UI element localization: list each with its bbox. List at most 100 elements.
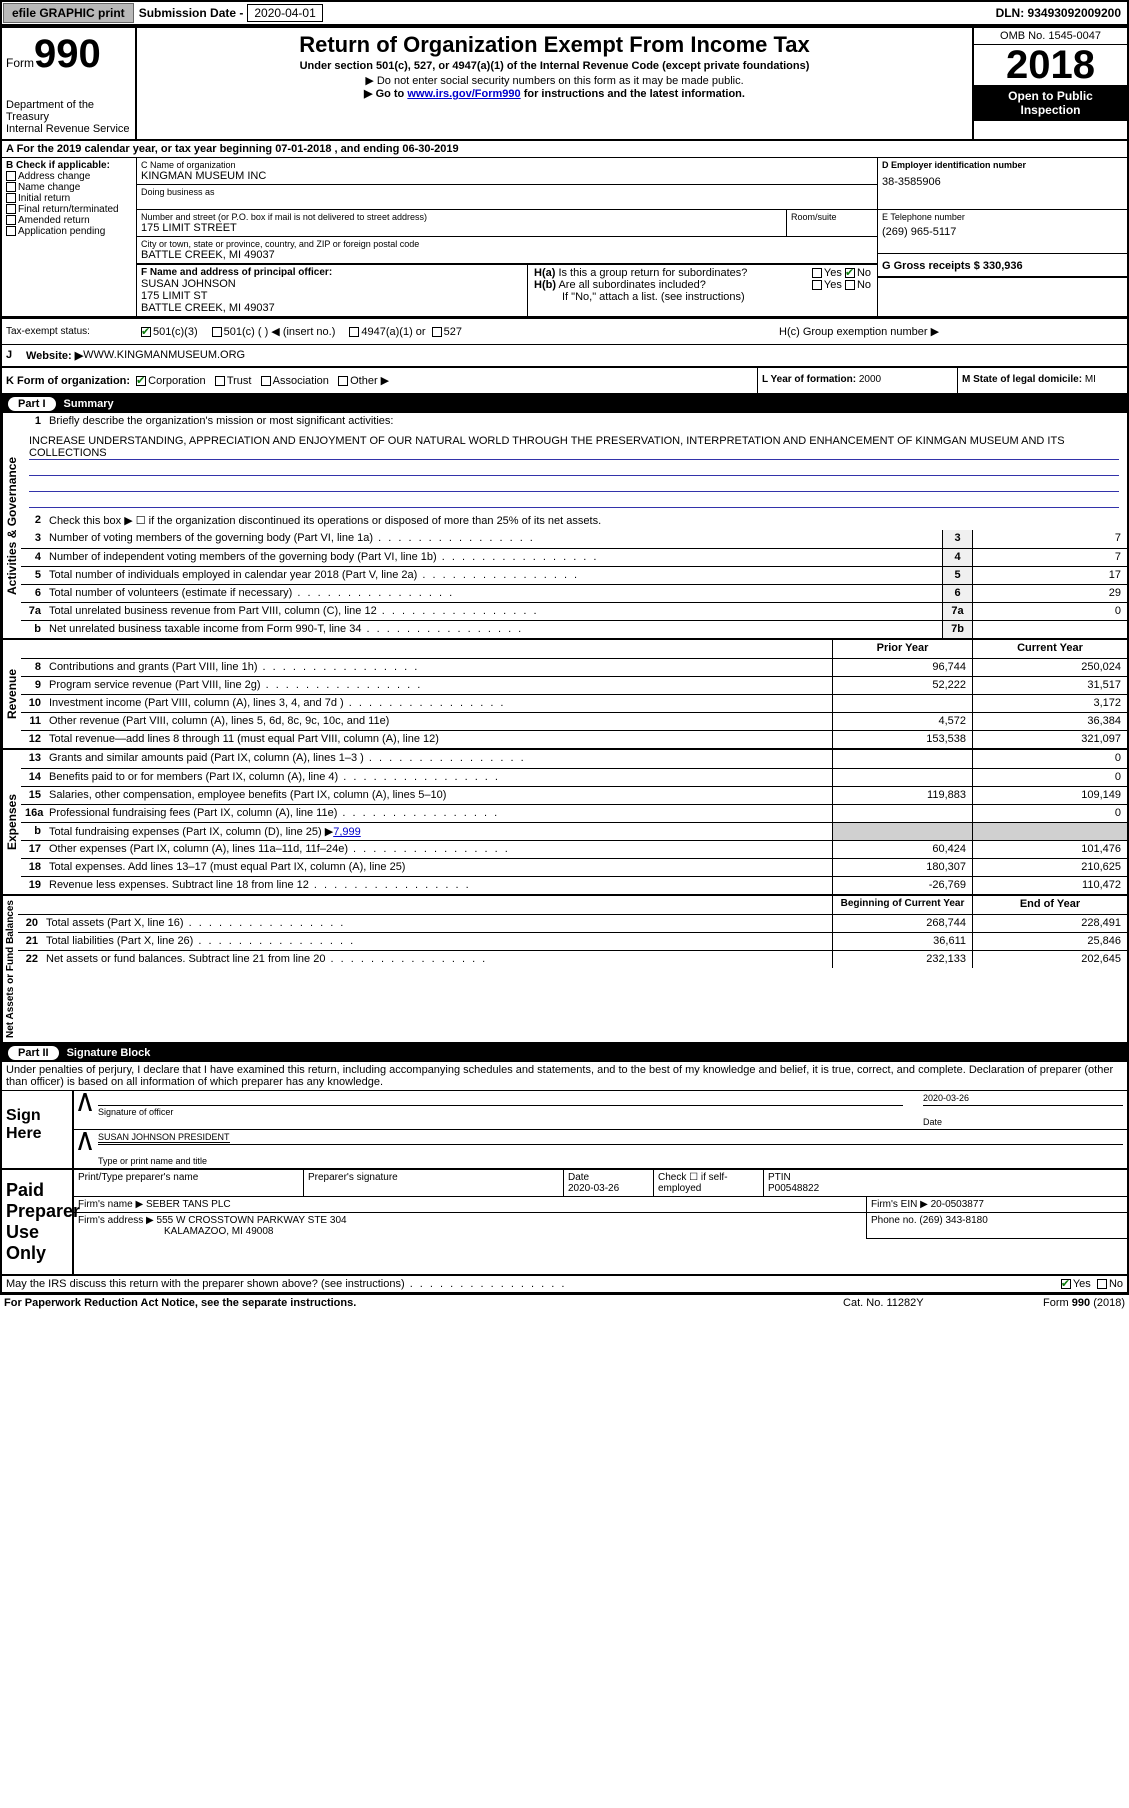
discuss-with-preparer: May the IRS discuss this return with the… xyxy=(6,1278,1061,1290)
discuss-no-checkbox[interactable] xyxy=(1097,1279,1107,1289)
city-value: BATTLE CREEK, MI 49037 xyxy=(141,249,873,261)
ptin-value: P00548822 xyxy=(768,1183,819,1194)
firm-address-1: 555 W CROSSTOWN PARKWAY STE 304 xyxy=(157,1215,347,1226)
other-checkbox[interactable] xyxy=(338,376,348,386)
irs-link[interactable]: www.irs.gov/Form990 xyxy=(407,88,520,100)
fundraising-link[interactable]: 7,999 xyxy=(333,826,361,838)
efile-print-button[interactable]: efile GRAPHIC print xyxy=(3,3,134,23)
open-to-public: Open to Public Inspection xyxy=(974,85,1127,121)
hb-no-checkbox[interactable] xyxy=(845,280,855,290)
end-year-header: End of Year xyxy=(972,896,1127,914)
firm-address-2: KALAMAZOO, MI 49008 xyxy=(78,1226,274,1237)
discuss-yes-checkbox[interactable] xyxy=(1061,1279,1071,1289)
ha-no-checkbox[interactable] xyxy=(845,268,855,278)
sign-here-label: Sign Here xyxy=(2,1091,72,1168)
form-990: Form990 Department of the Treasury Inter… xyxy=(0,26,1129,1295)
501c3-checkbox[interactable] xyxy=(141,327,151,337)
amended-return-checkbox[interactable] xyxy=(6,215,16,225)
signature-date-line: 2020-03-26Date xyxy=(923,1105,1123,1127)
tax-year: 2018 xyxy=(974,45,1127,85)
phone-value: (269) 965-5117 xyxy=(882,222,1123,238)
begin-year-header: Beginning of Current Year xyxy=(832,896,972,914)
cat-number: Cat. No. 11282Y xyxy=(843,1297,1043,1309)
initial-return-checkbox[interactable] xyxy=(6,193,16,203)
current-year-header: Current Year xyxy=(972,640,1127,658)
form-footer: Form 990 (2018) xyxy=(1043,1297,1125,1309)
q7a: Total unrelated business revenue from Pa… xyxy=(45,603,942,620)
4947-checkbox[interactable] xyxy=(349,327,359,337)
dln: DLN: 93493092009200 xyxy=(990,6,1127,20)
hc-group-exemption: H(c) Group exemption number ▶ xyxy=(773,323,1123,340)
q8: Contributions and grants (Part VIII, lin… xyxy=(45,659,832,676)
room-label: Room/suite xyxy=(791,212,873,222)
dba-label: Doing business as xyxy=(141,187,873,197)
501c-checkbox[interactable] xyxy=(212,327,222,337)
ha-group-return: H(a) Is this a group return for subordin… xyxy=(534,267,871,279)
hb-yes-checkbox[interactable] xyxy=(812,280,822,290)
website-label: Website: ▶ xyxy=(26,349,83,362)
officer-name: SUSAN JOHNSON xyxy=(141,278,523,290)
trust-checkbox[interactable] xyxy=(215,376,225,386)
website-value[interactable]: WWW.KINGMANMUSEUM.ORG xyxy=(83,349,245,362)
q15: Salaries, other compensation, employee b… xyxy=(45,787,832,804)
527-checkbox[interactable] xyxy=(432,327,442,337)
paperwork-notice: For Paperwork Reduction Act Notice, see … xyxy=(4,1297,843,1309)
part-2-header: Part II Signature Block xyxy=(2,1044,1127,1062)
org-name: KINGMAN MUSEUM INC xyxy=(141,170,873,182)
part-1-header: Part I Summary xyxy=(2,395,1127,413)
vlabel-governance: Activities & Governance xyxy=(2,413,21,638)
q1-mission-label: Briefly describe the organization's miss… xyxy=(45,413,1127,431)
vlabel-net-assets: Net Assets or Fund Balances xyxy=(2,896,18,1042)
q2-discontinued: Check this box ▶ ☐ if the organization d… xyxy=(45,512,1127,530)
firm-ein: 20-0503877 xyxy=(931,1199,984,1210)
q19: Revenue less expenses. Subtract line 18 … xyxy=(45,877,832,894)
q14: Benefits paid to or for members (Part IX… xyxy=(45,769,832,786)
form-title: Return of Organization Exempt From Incom… xyxy=(143,32,966,58)
q6: Total number of volunteers (estimate if … xyxy=(45,585,942,602)
city-label: City or town, state or province, country… xyxy=(141,239,873,249)
preparer-name-label: Print/Type preparer's name xyxy=(74,1170,304,1196)
ha-yes-checkbox[interactable] xyxy=(812,268,822,278)
submission-date-label: Submission Date - xyxy=(135,6,248,20)
q7b: Net unrelated business taxable income fr… xyxy=(45,621,942,638)
prior-year-header: Prior Year xyxy=(832,640,972,658)
box-k: K Form of organization: Corporation Trus… xyxy=(2,368,757,393)
ein-label: D Employer identification number xyxy=(882,160,1123,170)
form-number: 990 xyxy=(34,32,101,76)
submission-date-value: 2020-04-01 xyxy=(247,4,322,22)
preparer-sig-label: Preparer's signature xyxy=(304,1170,564,1196)
q10: Investment income (Part VIII, column (A)… xyxy=(45,695,832,712)
q11: Other revenue (Part VIII, column (A), li… xyxy=(45,713,832,730)
q16b: Total fundraising expenses (Part IX, col… xyxy=(45,823,832,840)
top-bar: efile GRAPHIC print Submission Date - 20… xyxy=(0,0,1129,26)
preparer-date: 2020-03-26 xyxy=(568,1183,619,1194)
association-checkbox[interactable] xyxy=(261,376,271,386)
v7a: 0 xyxy=(972,603,1127,620)
q13: Grants and similar amounts paid (Part IX… xyxy=(45,750,832,768)
v7b xyxy=(972,621,1127,638)
v4: 7 xyxy=(972,549,1127,566)
name-title-line: SUSAN JOHNSON PRESIDENTType or print nam… xyxy=(98,1144,1123,1166)
q22: Net assets or fund balances. Subtract li… xyxy=(42,951,832,968)
q16a: Professional fundraising fees (Part IX, … xyxy=(45,805,832,822)
street-value: 175 LIMIT STREET xyxy=(141,222,782,234)
final-return-checkbox[interactable] xyxy=(6,204,16,214)
name-change-checkbox[interactable] xyxy=(6,182,16,192)
signature-officer-line: Signature of officer xyxy=(98,1105,903,1127)
q5: Total number of individuals employed in … xyxy=(45,567,942,584)
perjury-declaration: Under penalties of perjury, I declare th… xyxy=(2,1062,1127,1091)
firm-name: SEBER TANS PLC xyxy=(146,1199,231,1210)
v5: 17 xyxy=(972,567,1127,584)
org-name-label: C Name of organization xyxy=(141,160,873,170)
application-pending-checkbox[interactable] xyxy=(6,226,16,236)
corporation-checkbox[interactable] xyxy=(136,376,146,386)
address-change-checkbox[interactable] xyxy=(6,171,16,181)
q9: Program service revenue (Part VIII, line… xyxy=(45,677,832,694)
tax-status-label: Tax-exempt status: xyxy=(6,326,141,337)
paid-preparer-label: Paid Preparer Use Only xyxy=(2,1170,72,1274)
form-label: Form xyxy=(6,56,34,70)
mission-text: INCREASE UNDERSTANDING, APPRECIATION AND… xyxy=(29,435,1119,460)
q12: Total revenue—add lines 8 through 11 (mu… xyxy=(45,731,832,748)
q18: Total expenses. Add lines 13–17 (must eq… xyxy=(45,859,832,876)
officer-city: BATTLE CREEK, MI 49037 xyxy=(141,302,523,314)
